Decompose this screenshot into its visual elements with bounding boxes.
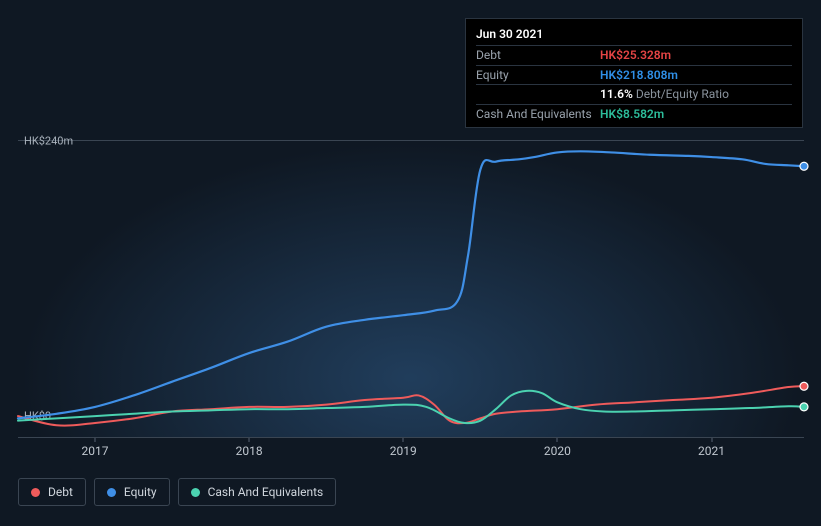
chart-legend: Debt Equity Cash And Equivalents (18, 478, 336, 506)
tooltip-row-cash: Cash And Equivalents HK$8.582m (476, 104, 792, 123)
x-axis: 2017 2018 2019 2020 2021 (18, 438, 804, 466)
x-tick-mark (249, 438, 250, 442)
tooltip-date: Jun 30 2021 (476, 25, 792, 45)
chart-tooltip: Jun 30 2021 Debt HK$25.328m Equity HK$21… (465, 18, 803, 128)
chart-svg (18, 141, 804, 439)
x-tick-mark (557, 438, 558, 442)
series-end-marker-cash (800, 403, 808, 411)
legend-item-equity[interactable]: Equity (94, 478, 170, 506)
series-end-marker-equity (800, 162, 808, 170)
x-tick-label: 2018 (236, 444, 263, 458)
series-line-debt (18, 386, 804, 425)
tooltip-value-debt: HK$25.328m (600, 48, 792, 62)
tooltip-value-ratio: 11.6% Debt/Equity Ratio (600, 87, 792, 101)
tooltip-row-ratio: 11.6% Debt/Equity Ratio (476, 84, 792, 103)
series-line-equity (18, 151, 804, 418)
tooltip-label: Debt (476, 48, 600, 62)
ratio-percent: 11.6% (600, 87, 633, 101)
legend-dot-icon (191, 488, 200, 497)
tooltip-label: Cash And Equivalents (476, 107, 600, 121)
legend-item-debt[interactable]: Debt (18, 478, 86, 506)
legend-label: Debt (48, 485, 73, 499)
x-tick-label: 2019 (390, 444, 417, 458)
legend-dot-icon (31, 488, 40, 497)
x-tick-label: 2021 (698, 444, 725, 458)
x-tick-label: 2017 (82, 444, 109, 458)
x-tick-mark (95, 438, 96, 442)
tooltip-label (476, 87, 600, 101)
x-tick-mark (403, 438, 404, 442)
tooltip-value-cash: HK$8.582m (600, 107, 792, 121)
legend-label: Equity (124, 485, 157, 499)
ratio-label: Debt/Equity Ratio (636, 87, 729, 101)
x-tick-label: 2020 (544, 444, 571, 458)
legend-dot-icon (107, 488, 116, 497)
chart-plot-area[interactable]: HK$240mHK$0 (18, 140, 804, 438)
x-tick-mark (711, 438, 712, 442)
tooltip-row-debt: Debt HK$25.328m (476, 45, 792, 64)
tooltip-row-equity: Equity HK$218.808m (476, 65, 792, 84)
tooltip-value-equity: HK$218.808m (600, 68, 792, 82)
tooltip-label: Equity (476, 68, 600, 82)
legend-item-cash[interactable]: Cash And Equivalents (178, 478, 337, 506)
series-end-marker-debt (800, 382, 808, 390)
legend-label: Cash And Equivalents (208, 485, 324, 499)
